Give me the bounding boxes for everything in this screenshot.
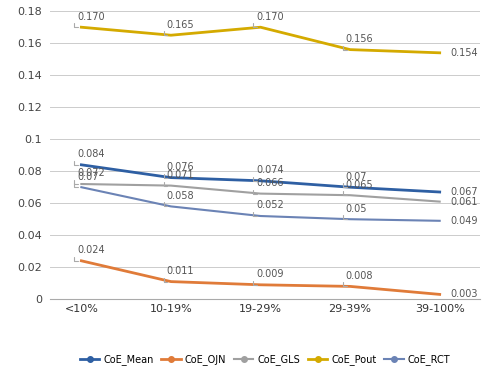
CoE_RCT xyxy=(436,218,442,223)
Text: 0.076: 0.076 xyxy=(166,162,194,172)
Text: 0.003: 0.003 xyxy=(450,289,478,300)
CoE_RCT xyxy=(258,214,264,218)
CoE_GLS xyxy=(258,191,264,196)
Line: CoE_GLS: CoE_GLS xyxy=(82,184,440,202)
Text: 0.052: 0.052 xyxy=(256,200,284,211)
CoE_RCT xyxy=(78,185,84,190)
CoE_OJN xyxy=(258,283,264,287)
Line: CoE_Pout: CoE_Pout xyxy=(82,27,440,53)
Text: 0.049: 0.049 xyxy=(450,216,478,226)
CoE_GLS xyxy=(78,182,84,186)
Text: 0.170: 0.170 xyxy=(77,12,104,22)
CoE_OJN xyxy=(347,284,353,289)
CoE_RCT xyxy=(347,217,353,221)
CoE_Mean xyxy=(168,175,174,180)
CoE_Pout xyxy=(258,25,264,30)
Line: CoE_Mean: CoE_Mean xyxy=(82,165,440,192)
CoE_Mean xyxy=(347,185,353,190)
Text: 0.066: 0.066 xyxy=(256,178,283,188)
Text: 0.072: 0.072 xyxy=(77,168,104,178)
CoE_Pout xyxy=(78,25,84,30)
Text: 0.071: 0.071 xyxy=(166,170,194,180)
Line: CoE_RCT: CoE_RCT xyxy=(82,187,440,221)
Text: 0.084: 0.084 xyxy=(77,149,104,159)
Text: 0.154: 0.154 xyxy=(450,48,478,58)
CoE_Pout xyxy=(347,47,353,52)
CoE_OJN xyxy=(436,292,442,297)
CoE_Pout xyxy=(168,33,174,37)
Text: 0.061: 0.061 xyxy=(450,197,478,206)
Text: 0.024: 0.024 xyxy=(77,245,104,255)
CoE_OJN xyxy=(168,279,174,284)
CoE_OJN xyxy=(78,258,84,263)
CoE_Pout xyxy=(436,50,442,55)
Text: 0.011: 0.011 xyxy=(166,266,194,276)
Legend: CoE_Mean, CoE_OJN, CoE_GLS, CoE_Pout, CoE_RCT: CoE_Mean, CoE_OJN, CoE_GLS, CoE_Pout, Co… xyxy=(76,350,454,369)
Text: 0.07: 0.07 xyxy=(346,172,367,182)
Text: 0.067: 0.067 xyxy=(450,187,478,197)
CoE_GLS xyxy=(347,193,353,197)
CoE_GLS xyxy=(168,183,174,188)
Text: 0.07: 0.07 xyxy=(77,172,98,182)
Text: 0.008: 0.008 xyxy=(346,271,373,281)
CoE_Mean xyxy=(258,178,264,183)
Text: 0.156: 0.156 xyxy=(346,34,374,44)
Line: CoE_OJN: CoE_OJN xyxy=(82,261,440,294)
Text: 0.165: 0.165 xyxy=(166,19,194,30)
CoE_GLS xyxy=(436,199,442,204)
Text: 0.05: 0.05 xyxy=(346,203,367,214)
Text: 0.058: 0.058 xyxy=(166,191,194,201)
Text: 0.009: 0.009 xyxy=(256,269,283,279)
Text: 0.170: 0.170 xyxy=(256,12,283,22)
CoE_RCT xyxy=(168,204,174,209)
Text: 0.074: 0.074 xyxy=(256,165,283,175)
CoE_Mean xyxy=(436,190,442,194)
Text: 0.065: 0.065 xyxy=(346,180,374,190)
CoE_Mean xyxy=(78,163,84,167)
